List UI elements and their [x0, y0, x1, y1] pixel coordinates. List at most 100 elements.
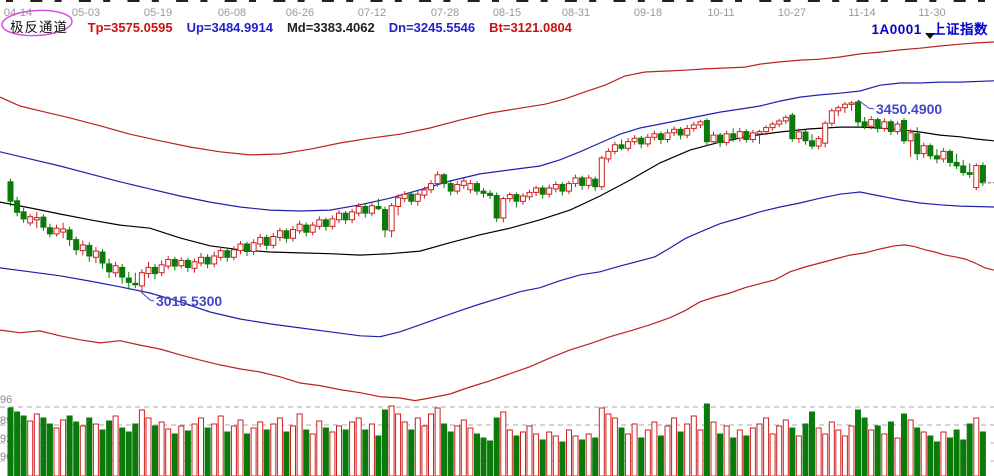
- candle[interactable]: [697, 121, 704, 126]
- candle[interactable]: [756, 131, 763, 135]
- candle[interactable]: [579, 177, 586, 186]
- volume-bar[interactable]: [526, 425, 533, 476]
- volume-bar[interactable]: [401, 421, 408, 476]
- candle[interactable]: [53, 227, 60, 235]
- volume-bar[interactable]: [355, 417, 362, 476]
- volume-bar[interactable]: [940, 431, 947, 476]
- candle[interactable]: [250, 242, 257, 252]
- candle[interactable]: [651, 133, 658, 138]
- candle[interactable]: [263, 236, 270, 246]
- volume-bar[interactable]: [927, 435, 934, 476]
- volume-bar[interactable]: [901, 413, 907, 476]
- candle[interactable]: [368, 205, 375, 214]
- candle[interactable]: [789, 114, 796, 140]
- volume-bar[interactable]: [421, 425, 428, 476]
- volume-bar[interactable]: [152, 425, 158, 476]
- candle[interactable]: [677, 128, 684, 136]
- volume-bar[interactable]: [132, 423, 139, 476]
- volume-bar[interactable]: [690, 415, 697, 476]
- candle[interactable]: [861, 121, 868, 127]
- candle[interactable]: [217, 250, 224, 258]
- volume-bar[interactable]: [585, 433, 592, 476]
- volume-bar[interactable]: [92, 423, 99, 476]
- volume-bar[interactable]: [907, 419, 914, 476]
- volume-bar[interactable]: [178, 425, 185, 476]
- candle[interactable]: [559, 184, 566, 192]
- candle[interactable]: [933, 155, 940, 160]
- volume-bar[interactable]: [697, 429, 704, 476]
- candle[interactable]: [99, 251, 106, 264]
- candle[interactable]: [901, 120, 907, 142]
- volume-bar[interactable]: [855, 409, 861, 476]
- volume-bar[interactable]: [835, 429, 842, 476]
- volume-bar[interactable]: [362, 429, 369, 476]
- volume-bar[interactable]: [467, 427, 474, 476]
- volume-bar[interactable]: [66, 415, 73, 476]
- candle[interactable]: [625, 141, 632, 149]
- volume-bar[interactable]: [441, 423, 448, 476]
- volume-bar[interactable]: [165, 428, 172, 476]
- candle[interactable]: [513, 194, 520, 202]
- candle[interactable]: [749, 132, 756, 140]
- volume-bar[interactable]: [86, 417, 93, 476]
- volume-bar[interactable]: [874, 425, 881, 476]
- volume-bar[interactable]: [217, 415, 224, 476]
- candle[interactable]: [611, 144, 618, 152]
- volume-bar[interactable]: [329, 431, 336, 476]
- candle[interactable]: [460, 180, 467, 186]
- candle[interactable]: [769, 123, 776, 129]
- candle[interactable]: [290, 229, 296, 239]
- candle[interactable]: [414, 193, 421, 202]
- candle[interactable]: [204, 256, 211, 265]
- candle[interactable]: [664, 132, 671, 140]
- candle[interactable]: [224, 250, 231, 258]
- candle[interactable]: [736, 131, 743, 139]
- candle[interactable]: [848, 102, 855, 105]
- volume-bar[interactable]: [579, 439, 586, 476]
- candle[interactable]: [119, 266, 126, 278]
- candle[interactable]: [178, 259, 185, 267]
- volume-bar[interactable]: [73, 421, 80, 476]
- volume-bar[interactable]: [211, 423, 218, 476]
- candle[interactable]: [14, 200, 21, 213]
- candle[interactable]: [421, 189, 428, 196]
- candle[interactable]: [152, 266, 158, 275]
- candle[interactable]: [743, 131, 750, 141]
- candle[interactable]: [782, 116, 789, 122]
- volume-bar[interactable]: [500, 411, 507, 476]
- candle[interactable]: [145, 266, 152, 275]
- volume-bar[interactable]: [487, 440, 494, 476]
- candle[interactable]: [874, 119, 881, 129]
- volume-bar[interactable]: [736, 429, 743, 476]
- candle[interactable]: [881, 121, 888, 129]
- candle[interactable]: [33, 217, 40, 221]
- candle[interactable]: [474, 183, 480, 192]
- volume-bar[interactable]: [776, 425, 783, 476]
- volume-bar[interactable]: [631, 423, 638, 476]
- candle[interactable]: [336, 212, 342, 221]
- volume-bar[interactable]: [684, 423, 691, 476]
- volume-bar[interactable]: [112, 415, 119, 476]
- volume-bar[interactable]: [316, 420, 323, 476]
- volume-bar[interactable]: [756, 423, 763, 476]
- candle[interactable]: [428, 183, 434, 191]
- candle[interactable]: [408, 193, 415, 202]
- candle[interactable]: [132, 282, 139, 286]
- candle[interactable]: [526, 191, 533, 198]
- candle[interactable]: [940, 150, 947, 160]
- volume-bar[interactable]: [572, 435, 579, 476]
- volume-bar[interactable]: [119, 427, 126, 476]
- candle[interactable]: [703, 120, 710, 143]
- volume-bar[interactable]: [828, 421, 835, 476]
- candle[interactable]: [7, 181, 14, 202]
- volume-bar[interactable]: [552, 435, 559, 476]
- candle[interactable]: [887, 121, 894, 133]
- candle[interactable]: [690, 124, 697, 129]
- candle[interactable]: [822, 122, 829, 144]
- candle[interactable]: [657, 133, 664, 141]
- volume-bar[interactable]: [664, 425, 671, 476]
- volume-bar[interactable]: [270, 423, 277, 476]
- candle[interactable]: [493, 195, 500, 219]
- volume-bar[interactable]: [40, 417, 47, 476]
